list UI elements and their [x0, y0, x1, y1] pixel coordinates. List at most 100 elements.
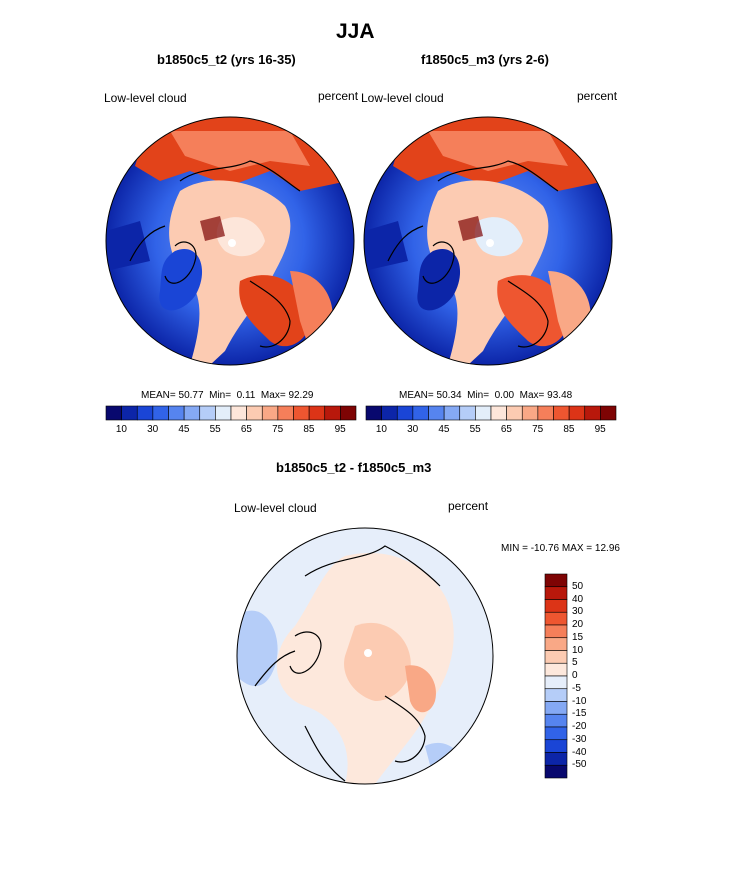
panel-2-colorbar-swatch — [412, 405, 429, 421]
panel-2-colorbar-tick: 85 — [563, 424, 575, 435]
diff-colorbar-swatch — [544, 688, 568, 702]
panel-2-colorbar-swatch — [428, 405, 445, 421]
diff-colorbar-label: 50 — [572, 580, 584, 592]
panel-1-colorbar-swatch — [121, 405, 138, 421]
diff-polar-map — [236, 527, 494, 785]
diff-colorbar-swatch — [544, 713, 568, 728]
panel-1-colorbar-swatch — [215, 405, 232, 421]
panel-1-polar-map — [105, 116, 355, 366]
panel-1-colorbar-tick: 85 — [303, 424, 315, 435]
panel-2-colorbar-ticks: 10 30 45 55 65 75 85 95 — [366, 424, 616, 438]
panel-1-colorbar-tick: 30 — [147, 424, 159, 435]
panel-2-title: f1850c5_m3 (yrs 2-6) — [421, 52, 549, 67]
panel-2-units-label: percent — [577, 89, 618, 103]
panel-2-colorbar-swatch — [490, 405, 507, 421]
panel-2-mean-label: MEAN= — [399, 390, 434, 401]
panel-2-colorbar-swatch — [381, 405, 398, 421]
diff-colorbar-swatch — [544, 637, 568, 651]
panel-2-colorbar-swatch — [584, 405, 601, 421]
panel-1-colorbar-swatch — [261, 405, 279, 421]
panel-2-colorbar-tick: 45 — [438, 424, 450, 435]
panel-1-colorbar-swatch — [105, 405, 122, 421]
panel-2-colorbar-tick: 55 — [469, 424, 481, 435]
panel-2-colorbar-swatch — [600, 405, 617, 421]
diff-colorbar-swatch — [544, 701, 568, 715]
diff-colorbar-label: -30 — [572, 733, 587, 745]
panel-1-min-value: 0.11 — [236, 390, 256, 401]
panel-2-colorbar-tick: 75 — [532, 424, 544, 435]
panel-1-colorbar-swatch — [230, 405, 247, 421]
diff-colorbar-label: 15 — [572, 631, 584, 643]
diff-colorbar-label: 40 — [572, 593, 584, 605]
diff-colorbar-label: -15 — [572, 708, 587, 720]
panel-2-colorbar-swatch — [537, 405, 554, 421]
panel-2-colorbar-swatch — [459, 405, 476, 421]
panel-2-colorbar — [365, 405, 617, 421]
panel-2-max-label: Max= — [519, 390, 545, 401]
diff-colorbar-label: -10 — [572, 695, 587, 707]
diff-colorbar-swatch — [544, 599, 568, 613]
panel-2-colorbar-swatch — [396, 405, 414, 421]
panel-2-colorbar-swatch — [506, 405, 523, 421]
diff-colorbar-label: -40 — [572, 746, 587, 758]
panel-1-stats: MEAN= 50.77 Min= 0.11 Max= 92.29 — [141, 390, 313, 401]
panel-2-colorbar-swatch — [365, 405, 382, 421]
panel-1-colorbar-tick: 45 — [178, 424, 190, 435]
panel-1-colorbar-swatch — [293, 405, 310, 421]
panel-2-mean-value: 50.34 — [436, 390, 462, 401]
panel-1-colorbar-swatch — [183, 405, 201, 421]
diff-colorbar-swatch — [544, 662, 568, 677]
panel-1-colorbar-swatch — [340, 405, 357, 421]
diff-colorbar-label: -20 — [572, 721, 587, 732]
panel-1-title: b1850c5_t2 (yrs 16-35) — [157, 52, 296, 67]
diff-colorbar-swatch — [544, 764, 568, 779]
diff-colorbar-swatch — [544, 650, 568, 664]
diff-colorbar-label: 30 — [572, 606, 584, 618]
panel-2-colorbar-tick: 95 — [594, 424, 606, 435]
panel-1-colorbar-tick: 95 — [334, 424, 346, 435]
panel-2-colorbar-tick: 10 — [375, 424, 387, 435]
panel-1-colorbar-tick: 55 — [209, 424, 221, 435]
diff-colorbar-swatch — [544, 611, 568, 626]
panel-1-variable-label: Low-level cloud — [104, 91, 187, 105]
diff-colorbar-label: 0 — [572, 670, 578, 681]
panel-1-min-label: Min= — [209, 390, 232, 401]
panel-1-colorbar-swatch — [277, 405, 294, 421]
panel-1-max-label: Max= — [260, 390, 286, 401]
panel-1-colorbar-swatch — [308, 405, 326, 421]
season-title: JJA — [336, 20, 375, 43]
panel-2-colorbar-tick: 65 — [500, 424, 512, 435]
panel-2-colorbar-swatch — [568, 405, 586, 421]
panel-2-colorbar-tick: 30 — [407, 424, 419, 435]
diff-colorbar-label: -50 — [572, 759, 587, 771]
panel-1-colorbar-swatch — [168, 405, 185, 421]
diff-colorbar-label: 5 — [572, 657, 578, 669]
panel-1-colorbar-swatch — [152, 405, 169, 421]
diff-colorbar — [544, 573, 568, 779]
panel-1-mean-value: 50.77 — [178, 390, 204, 401]
panel-2-max-value: 93.48 — [547, 390, 573, 401]
diff-colorbar-swatch — [544, 586, 568, 600]
diff-colorbar-label: -5 — [572, 682, 581, 694]
panel-1-colorbar-ticks: 10 30 45 55 65 75 85 95 — [106, 424, 356, 438]
diff-colorbar-swatch — [544, 624, 568, 639]
panel-2-min-value: 0.00 — [494, 390, 515, 401]
panel-1-max-value: 92.29 — [288, 390, 314, 401]
panel-1-colorbar-tick: 10 — [115, 424, 127, 435]
diff-panel-variable-label: Low-level cloud — [234, 501, 317, 515]
panel-2-colorbar-swatch — [521, 405, 539, 421]
panel-1-colorbar-tick: 65 — [240, 424, 252, 435]
panel-1-colorbar-swatch — [199, 405, 216, 421]
panel-2-polar-map — [363, 116, 613, 366]
panel-2-colorbar-swatch — [475, 405, 492, 421]
panel-1-colorbar — [105, 405, 357, 421]
panel-2-colorbar-swatch — [443, 405, 461, 421]
diff-colorbar-label: 20 — [572, 619, 584, 630]
diff-colorbar-swatch — [544, 739, 568, 753]
panel-1-colorbar-tick: 75 — [272, 424, 284, 435]
panel-2-stats: MEAN= 50.34 Min= 0.00 Max= 93.48 — [399, 390, 572, 401]
diff-colorbar-labels: 50 40 30 20 15 10 5 0 -5 -10 -15 -20 -30 -40 -50 — [572, 574, 612, 778]
panel-2-variable-label: Low-level cloud — [361, 91, 444, 105]
diff-colorbar-swatch — [544, 726, 568, 741]
panel-1-colorbar-swatch — [136, 405, 154, 421]
